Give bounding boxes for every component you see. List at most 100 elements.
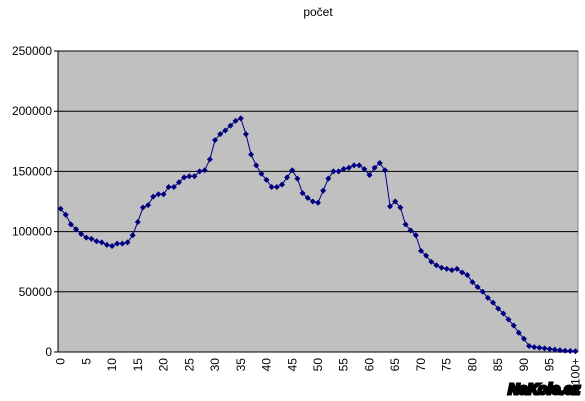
marker: [407, 227, 414, 234]
watermark: NaKole.cz: [508, 381, 580, 398]
marker: [325, 175, 332, 182]
x-tick-label: 5: [79, 358, 93, 365]
marker: [495, 305, 502, 312]
y-tick-label: 150000: [12, 164, 52, 178]
marker: [155, 191, 162, 198]
marker: [119, 240, 126, 247]
x-tick-label: 25: [182, 358, 196, 372]
marker: [124, 239, 131, 246]
marker: [309, 198, 316, 205]
marker: [423, 252, 430, 259]
marker: [165, 184, 172, 191]
marker: [464, 271, 471, 278]
marker: [366, 172, 373, 179]
marker: [242, 131, 249, 138]
marker: [376, 159, 383, 166]
x-tick-label: 35: [234, 358, 248, 372]
marker: [484, 294, 491, 301]
marker: [258, 170, 265, 177]
chart-title: počet: [303, 5, 333, 19]
x-tick-label: 85: [491, 358, 505, 372]
marker: [433, 262, 440, 269]
marker: [402, 221, 409, 228]
marker: [191, 173, 198, 180]
marker: [109, 243, 116, 250]
marker: [284, 174, 291, 181]
marker: [206, 156, 213, 163]
marker: [98, 239, 105, 246]
marker: [175, 179, 182, 186]
x-tick-label: 60: [362, 358, 376, 372]
marker: [469, 279, 476, 286]
marker: [505, 316, 512, 323]
marker: [73, 226, 80, 233]
marker: [320, 187, 327, 194]
x-tick-label: 20: [157, 358, 171, 372]
marker: [443, 265, 450, 272]
marker: [412, 232, 419, 239]
marker: [381, 167, 388, 174]
marker: [356, 162, 363, 169]
marker: [134, 218, 141, 225]
marker: [361, 165, 368, 172]
marker: [515, 329, 522, 336]
marker: [531, 344, 538, 351]
marker: [201, 167, 208, 174]
marker: [345, 164, 352, 171]
marker: [438, 264, 445, 271]
x-tick-label: 10: [105, 358, 119, 372]
x-tick-label: 90: [517, 358, 531, 372]
marker: [78, 231, 85, 238]
marker: [186, 173, 193, 180]
marker: [556, 347, 563, 354]
marker: [536, 344, 543, 351]
marker: [227, 122, 234, 129]
marker: [222, 127, 229, 134]
marker: [67, 221, 74, 228]
marker: [500, 310, 507, 317]
y-tick-label: 0: [45, 345, 52, 359]
marker: [289, 167, 296, 174]
y-tick-label: 250000: [12, 44, 52, 58]
marker: [392, 198, 399, 205]
x-tick-label: 75: [440, 358, 454, 372]
x-tick-label: 30: [208, 358, 222, 372]
marker: [88, 235, 95, 242]
x-tick-label: 95: [543, 358, 557, 372]
marker: [196, 168, 203, 175]
marker: [299, 190, 306, 197]
marker: [510, 322, 517, 329]
marker: [83, 234, 90, 241]
marker: [139, 204, 146, 211]
marker: [315, 199, 321, 206]
marker: [520, 335, 527, 342]
marker: [454, 265, 461, 272]
marker: [572, 348, 579, 355]
marker: [459, 269, 466, 276]
marker: [57, 205, 64, 212]
marker: [340, 165, 347, 172]
marker: [170, 184, 177, 191]
x-tick-label: 45: [285, 358, 299, 372]
x-tick-label: 15: [131, 358, 145, 372]
y-tick-label: 50000: [19, 285, 53, 299]
x-tick-label: 65: [388, 358, 402, 372]
marker: [114, 240, 121, 247]
marker: [371, 164, 378, 171]
marker: [62, 211, 69, 218]
marker: [237, 115, 244, 122]
marker: [129, 232, 136, 239]
y-tick-label: 100000: [12, 225, 52, 239]
marker: [562, 347, 569, 354]
marker: [294, 175, 301, 182]
marker: [278, 181, 285, 188]
marker: [335, 168, 342, 175]
marker: [263, 176, 270, 183]
x-tick-label: 100+: [568, 358, 582, 385]
marker: [160, 191, 167, 198]
marker: [351, 162, 358, 169]
marker: [330, 168, 337, 175]
marker: [490, 299, 497, 306]
marker: [248, 151, 255, 158]
marker: [145, 202, 152, 209]
